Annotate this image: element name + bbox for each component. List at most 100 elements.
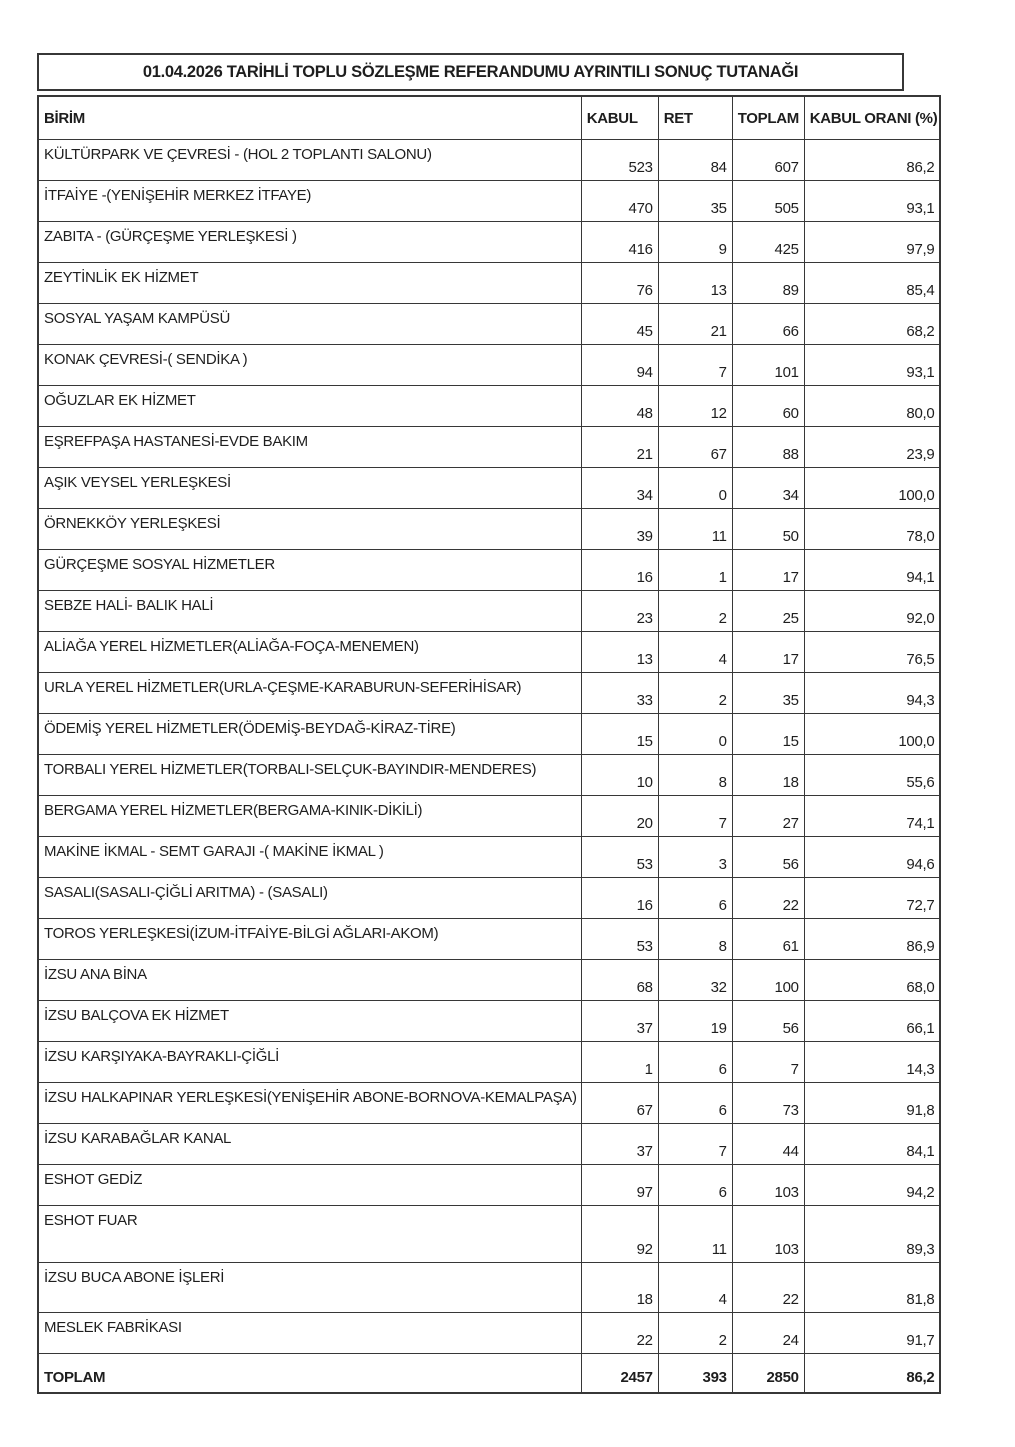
toplam-cell: 425 (731, 220, 805, 263)
table-row: İZSU KARABAĞLAR KANAL 37 7 44 84,1 (37, 1122, 941, 1165)
toplam-cell: 73 (731, 1081, 805, 1124)
table-row: ÖDEMİŞ YEREL HİZMETLER(ÖDEMİŞ-BEYDAĞ-KİR… (37, 712, 941, 755)
ret-cell: 7 (657, 794, 733, 837)
kabul-cell: 10 (580, 753, 659, 796)
table-row: ÖRNEKKÖY YERLEŞKESİ 39 11 50 78,0 (37, 507, 941, 550)
toplam-cell: 56 (731, 999, 805, 1042)
unit-name-cell: İZSU BALÇOVA EK HİZMET (37, 999, 582, 1042)
table-row: İZSU KARŞIYAKA-BAYRAKLI-ÇİĞLİ 1 6 7 14,3 (37, 1040, 941, 1083)
unit-name-cell: GÜRÇEŞME SOSYAL HİZMETLER (37, 548, 582, 591)
toplam-cell: 34 (731, 466, 805, 509)
ret-cell: 8 (657, 753, 733, 796)
unit-name-cell: AŞIK VEYSEL YERLEŞKESİ (37, 466, 582, 509)
toplam-cell: 17 (731, 630, 805, 673)
table-row: KÜLTÜRPARK VE ÇEVRESİ - (HOL 2 TOPLANTI … (37, 138, 941, 181)
kabul-cell: 416 (580, 220, 659, 263)
table-row: TORBALI YEREL HİZMETLER(TORBALI-SELÇUK-B… (37, 753, 941, 796)
oran-cell: 55,6 (803, 753, 941, 796)
kabul-cell: 16 (580, 876, 659, 919)
table-row: ESHOT GEDİZ 97 6 103 94,2 (37, 1163, 941, 1206)
oran-cell: 14,3 (803, 1040, 941, 1083)
oran-cell: 93,1 (803, 179, 941, 222)
toplam-cell: 18 (731, 753, 805, 796)
total-ret-cell: 393 (657, 1352, 733, 1394)
ret-cell: 32 (657, 958, 733, 1001)
ret-cell: 2 (657, 671, 733, 714)
ret-cell: 12 (657, 384, 733, 427)
ret-cell: 11 (657, 507, 733, 550)
kabul-cell: 18 (580, 1261, 659, 1313)
table-row: TOROS YERLEŞKESİ(İZUM-İTFAİYE-BİLGİ AĞLA… (37, 917, 941, 960)
unit-name-cell: İTFAİYE -(YENİŞEHİR MERKEZ İTFAYE) (37, 179, 582, 222)
ret-cell: 67 (657, 425, 733, 468)
unit-name-cell: BERGAMA YEREL HİZMETLER(BERGAMA-KINIK-Dİ… (37, 794, 582, 837)
toplam-cell: 101 (731, 343, 805, 386)
oran-cell: 100,0 (803, 712, 941, 755)
table-header: BİRİM KABUL RET TOPLAM KABUL ORANI (%) (37, 95, 941, 140)
total-row: TOPLAM 2457 393 2850 86,2 (37, 1352, 941, 1394)
ret-cell: 8 (657, 917, 733, 960)
oran-cell: 94,6 (803, 835, 941, 878)
table-row: MAKİNE İKMAL - SEMT GARAJI -( MAKİNE İKM… (37, 835, 941, 878)
ret-cell: 1 (657, 548, 733, 591)
toplam-cell: 89 (731, 261, 805, 304)
unit-name-cell: İZSU HALKAPINAR YERLEŞKESİ(YENİŞEHİR ABO… (37, 1081, 582, 1124)
table-row: SOSYAL YAŞAM KAMPÜSÜ 45 21 66 68,2 (37, 302, 941, 345)
table-row: İTFAİYE -(YENİŞEHİR MERKEZ İTFAYE) 470 3… (37, 179, 941, 222)
table-row: İZSU HALKAPINAR YERLEŞKESİ(YENİŞEHİR ABO… (37, 1081, 941, 1124)
toplam-cell: 7 (731, 1040, 805, 1083)
toplam-cell: 88 (731, 425, 805, 468)
ret-cell: 6 (657, 876, 733, 919)
kabul-cell: 34 (580, 466, 659, 509)
kabul-cell: 45 (580, 302, 659, 345)
oran-cell: 68,0 (803, 958, 941, 1001)
toplam-cell: 35 (731, 671, 805, 714)
oran-cell: 94,2 (803, 1163, 941, 1206)
unit-name-cell: KONAK ÇEVRESİ-( SENDİKA ) (37, 343, 582, 386)
oran-cell: 80,0 (803, 384, 941, 427)
toplam-cell: 22 (731, 876, 805, 919)
kabul-cell: 92 (580, 1204, 659, 1263)
kabul-cell: 1 (580, 1040, 659, 1083)
oran-cell: 85,4 (803, 261, 941, 304)
table-row: SASALI(SASALI-ÇİĞLİ ARITMA) - (SASALI) 1… (37, 876, 941, 919)
kabul-cell: 68 (580, 958, 659, 1001)
oran-cell: 94,1 (803, 548, 941, 591)
table-row: İZSU ANA BİNA 68 32 100 68,0 (37, 958, 941, 1001)
unit-name-cell: ZABITA - (GÜRÇEŞME YERLEŞKESİ ) (37, 220, 582, 263)
unit-name-cell: ZEYTİNLİK EK HİZMET (37, 261, 582, 304)
ret-cell: 7 (657, 343, 733, 386)
toplam-cell: 15 (731, 712, 805, 755)
toplam-cell: 50 (731, 507, 805, 550)
oran-cell: 86,9 (803, 917, 941, 960)
unit-name-cell: SOSYAL YAŞAM KAMPÜSÜ (37, 302, 582, 345)
table-row: EŞREFPAŞA HASTANESİ-EVDE BAKIM 21 67 88 … (37, 425, 941, 468)
oran-cell: 100,0 (803, 466, 941, 509)
oran-cell: 81,8 (803, 1261, 941, 1313)
oran-cell: 84,1 (803, 1122, 941, 1165)
oran-cell: 94,3 (803, 671, 941, 714)
table-footer: TOPLAM 2457 393 2850 86,2 (37, 1352, 941, 1394)
ret-cell: 4 (657, 1261, 733, 1313)
kabul-cell: 94 (580, 343, 659, 386)
unit-name-cell: ÖRNEKKÖY YERLEŞKESİ (37, 507, 582, 550)
kabul-cell: 39 (580, 507, 659, 550)
kabul-cell: 21 (580, 425, 659, 468)
table-row: ZEYTİNLİK EK HİZMET 76 13 89 85,4 (37, 261, 941, 304)
toplam-cell: 24 (731, 1311, 805, 1354)
kabul-cell: 37 (580, 999, 659, 1042)
ret-cell: 19 (657, 999, 733, 1042)
unit-name-cell: OĞUZLAR EK HİZMET (37, 384, 582, 427)
kabul-cell: 523 (580, 138, 659, 181)
kabul-cell: 16 (580, 548, 659, 591)
unit-name-cell: ALİAĞA YEREL HİZMETLER(ALİAĞA-FOÇA-MENEM… (37, 630, 582, 673)
unit-name-cell: ESHOT FUAR (37, 1204, 582, 1263)
ret-cell: 2 (657, 1311, 733, 1354)
unit-name-cell: İZSU BUCA ABONE İŞLERİ (37, 1261, 582, 1313)
unit-name-cell: İZSU ANA BİNA (37, 958, 582, 1001)
table-row: KONAK ÇEVRESİ-( SENDİKA ) 94 7 101 93,1 (37, 343, 941, 386)
oran-cell: 66,1 (803, 999, 941, 1042)
table-body: KÜLTÜRPARK VE ÇEVRESİ - (HOL 2 TOPLANTI … (37, 138, 941, 1354)
document-title: 01.04.2026 TARİHLİ TOPLU SÖZLEŞME REFERA… (37, 53, 904, 91)
unit-name-cell: URLA YEREL HİZMETLER(URLA-ÇEŞME-KARABURU… (37, 671, 582, 714)
